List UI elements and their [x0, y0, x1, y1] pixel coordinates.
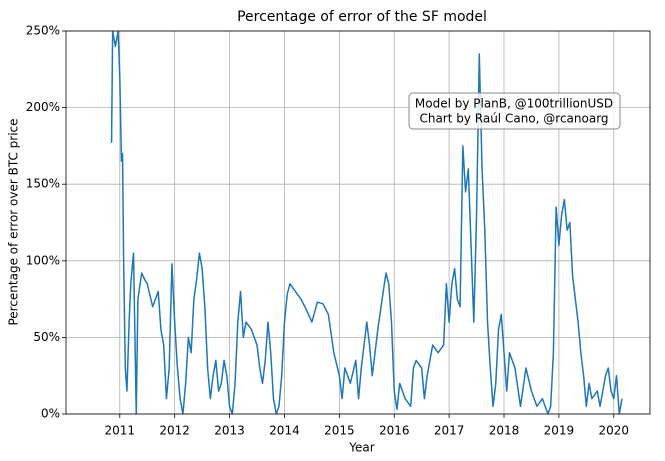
- y-tick-label: 100%: [26, 253, 60, 267]
- axes-frame: [65, 30, 651, 415]
- y-tick-label: 150%: [26, 177, 60, 191]
- grid: [66, 30, 650, 415]
- x-tick-label: 2019: [544, 424, 575, 438]
- x-tick-label: 2013: [214, 424, 245, 438]
- x-tick-label: 2012: [159, 424, 190, 438]
- x-tick-label: 2016: [379, 424, 410, 438]
- y-axis-label: Percentage of error over BTC price: [7, 118, 21, 325]
- x-tick-label: 2014: [269, 424, 300, 438]
- y-tick-label: 50%: [33, 330, 60, 344]
- x-tick-label: 2015: [324, 424, 355, 438]
- y-tick-label: 0%: [41, 407, 60, 421]
- plot-area: [110, 31, 623, 414]
- annotation-box: [408, 92, 621, 130]
- y-tick-label: 250%: [26, 24, 60, 38]
- x-tick-label: 2018: [489, 424, 520, 438]
- data-line: [110, 31, 623, 414]
- chart-title: Percentage of error of the SF model: [237, 9, 487, 25]
- annotation: Model by PlanB, @100trillionUSD: [415, 97, 613, 111]
- y-tick-label: 200%: [26, 100, 60, 114]
- annotation: Chart by Raúl Cano, @rcanoarg: [419, 112, 608, 126]
- x-tick-label: 2011: [105, 424, 136, 438]
- x-tick-label: 2017: [434, 424, 465, 438]
- x-axis-label: Year: [348, 441, 374, 455]
- x-tick-label: 2020: [599, 424, 630, 438]
